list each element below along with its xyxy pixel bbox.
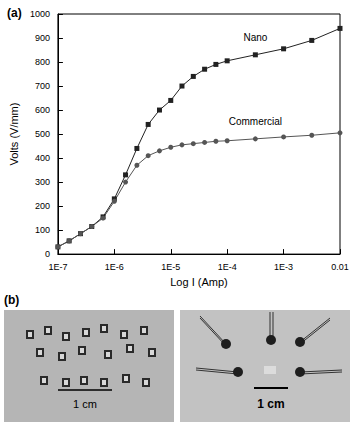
svg-text:(a): (a) bbox=[7, 6, 22, 20]
svg-text:1E-5: 1E-5 bbox=[161, 262, 180, 272]
svg-text:(b): (b) bbox=[4, 293, 19, 307]
svg-text:800: 800 bbox=[35, 57, 50, 67]
svg-text:Log I (Amp): Log I (Amp) bbox=[170, 276, 227, 288]
svg-text:300: 300 bbox=[35, 177, 50, 187]
svg-text:1E-7: 1E-7 bbox=[48, 262, 67, 272]
svg-text:400: 400 bbox=[35, 153, 50, 163]
svg-text:100: 100 bbox=[35, 225, 50, 235]
svg-text:1E-4: 1E-4 bbox=[218, 262, 237, 272]
svg-text:0: 0 bbox=[45, 249, 50, 259]
svg-text:Volts (V/mm): Volts (V/mm) bbox=[8, 103, 20, 166]
svg-text:900: 900 bbox=[35, 33, 50, 43]
svg-text:1 cm: 1 cm bbox=[257, 397, 284, 411]
svg-text:1000: 1000 bbox=[30, 9, 50, 19]
svg-text:200: 200 bbox=[35, 201, 50, 211]
svg-text:0.01: 0.01 bbox=[331, 262, 349, 272]
svg-text:700: 700 bbox=[35, 81, 50, 91]
svg-text:600: 600 bbox=[35, 105, 50, 115]
svg-text:Nano: Nano bbox=[243, 32, 267, 43]
svg-text:1 cm: 1 cm bbox=[73, 398, 97, 410]
svg-text:1E-6: 1E-6 bbox=[105, 262, 124, 272]
svg-text:Commercial: Commercial bbox=[229, 116, 282, 127]
svg-text:500: 500 bbox=[35, 129, 50, 139]
svg-text:1E-3: 1E-3 bbox=[274, 262, 293, 272]
